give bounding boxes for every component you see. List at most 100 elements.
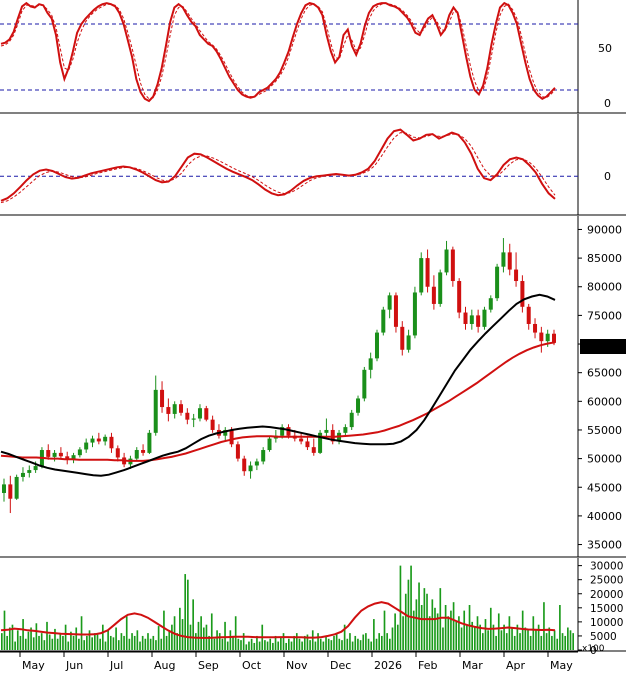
candle-body	[33, 466, 38, 471]
stoch-signal-line	[0, 2, 556, 100]
volume-bar	[163, 610, 165, 650]
last-price-tag: 70200.00	[580, 339, 626, 354]
candle-body	[134, 450, 139, 459]
volume-bar	[107, 630, 109, 650]
candle-body	[545, 333, 550, 342]
volume-bar	[548, 627, 551, 650]
candle-body	[8, 484, 13, 499]
volume-bar	[466, 624, 468, 650]
volume-bar	[460, 627, 463, 650]
candle-body	[387, 295, 392, 310]
volume-bar	[269, 638, 272, 650]
volume-bar	[484, 619, 487, 650]
volume-bar	[210, 613, 213, 650]
price-tick-label: 80000	[587, 281, 622, 294]
volume-bar	[234, 616, 237, 650]
volume-bar	[439, 588, 442, 650]
volume-bar	[253, 642, 256, 650]
volume-bar	[171, 624, 173, 650]
candle-body	[204, 408, 209, 420]
volume-bar	[216, 630, 218, 650]
volume-bar	[11, 624, 14, 650]
volume-bar	[378, 633, 381, 650]
candle-body	[27, 470, 32, 473]
volume-bar	[386, 633, 388, 650]
volume-tick-label: 20000	[590, 589, 623, 601]
candle-body	[374, 332, 379, 359]
volume-bar	[213, 638, 216, 650]
volume-tick-label: 5000	[590, 631, 617, 643]
volume-bar	[495, 635, 497, 650]
macd-ytick-0: 0	[604, 170, 611, 183]
volume-bar	[293, 635, 295, 650]
candle-body	[299, 438, 304, 442]
volume-bar	[319, 638, 322, 650]
volume-bar	[301, 641, 303, 650]
volume-bar	[218, 633, 221, 650]
x-tick-label: Mar	[462, 659, 483, 672]
stoch-ytick-0: 0	[604, 97, 611, 110]
volume-bar	[264, 640, 266, 650]
volume-bar	[399, 565, 402, 650]
volume-bar	[341, 640, 343, 650]
volume-bar	[70, 631, 72, 650]
volume-bar	[359, 640, 362, 650]
volume-bar	[396, 624, 399, 650]
volume-bar	[136, 630, 139, 650]
volume-bar	[442, 627, 444, 650]
volume-bar	[232, 635, 234, 650]
volume-bar	[535, 630, 537, 650]
candle-body	[254, 461, 259, 466]
volume-bar	[51, 638, 54, 650]
volume-bar	[330, 640, 333, 650]
volume-bar	[282, 633, 285, 650]
volume-bar	[94, 633, 96, 650]
volume-bar	[91, 637, 94, 650]
x-tick-label: May	[550, 659, 573, 672]
volume-bar	[513, 635, 516, 650]
volume-bar	[338, 638, 341, 650]
volume-bar	[314, 641, 317, 650]
volume-bar	[564, 635, 567, 650]
volume-bar	[343, 624, 346, 650]
candle-body	[400, 326, 405, 350]
volume-bar	[192, 599, 194, 650]
volume-bar	[410, 565, 412, 650]
volume-bar	[30, 627, 32, 650]
volume-bar	[290, 641, 293, 650]
stoch-ytick-50: 50	[598, 42, 612, 55]
volume-bar	[27, 631, 30, 650]
volume-bar	[80, 616, 83, 650]
volume-bar	[24, 638, 27, 650]
volume-bar	[362, 634, 365, 650]
volume-tick-label: 25000	[590, 575, 623, 587]
candle-body	[431, 286, 436, 304]
candle-body	[109, 436, 114, 449]
volume-bar	[16, 630, 19, 650]
volume-bar	[226, 641, 229, 650]
volume-bar	[529, 635, 532, 650]
volume-bar	[458, 616, 460, 650]
volume-bar	[224, 621, 226, 650]
volume-bar	[133, 635, 136, 650]
volume-bar	[288, 638, 290, 650]
volume-bar	[556, 638, 559, 650]
volume-bar	[551, 635, 553, 650]
volume-bar	[64, 624, 67, 650]
volume-bar	[242, 633, 245, 650]
volume-bar	[155, 640, 157, 650]
volume-bar	[272, 642, 274, 650]
x-tick-label: Jun	[65, 659, 83, 672]
candle-body	[235, 444, 240, 459]
candle-body	[330, 429, 335, 442]
candle-body	[393, 295, 398, 327]
stoch-main-line	[0, 1, 556, 103]
volume-bar	[258, 641, 261, 650]
candle-body	[507, 252, 512, 270]
candle-body	[147, 432, 152, 453]
volume-bar	[426, 593, 428, 650]
price-tick-label: 45000	[587, 481, 622, 494]
volume-bar	[479, 624, 481, 650]
volume-bar	[131, 633, 133, 650]
volume-bar	[444, 605, 447, 650]
